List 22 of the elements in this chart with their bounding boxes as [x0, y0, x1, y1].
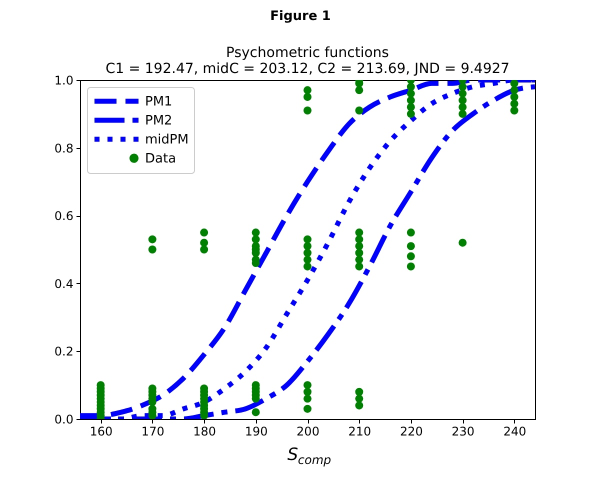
y-tick-label: 0.6 [54, 209, 74, 224]
x-tick-label: 240 [503, 424, 526, 438]
legend-label: PM2 [145, 113, 172, 128]
legend-label: PM1 [145, 94, 172, 110]
y-tick-label: 0.0 [54, 412, 74, 426]
y-tick-label: 0.2 [54, 344, 74, 359]
x-tick-label: 220 [400, 424, 423, 438]
legend-label: Data [145, 151, 176, 166]
y-tick-label: 0.8 [54, 141, 74, 156]
caption: Figure 1 [270, 9, 331, 24]
y-tick-label: 0.4 [54, 276, 74, 291]
x-tick-label: 230 [452, 424, 475, 438]
y-tick-label: 1.0 [54, 74, 74, 88]
chart-subtitle: C1 = 192.47, midC = 203.12, C2 = 213.69, JND = 9.4927 [105, 61, 510, 77]
x-tick-label: 200 [296, 424, 320, 438]
x-tick-label: 210 [348, 424, 372, 438]
x-tick-label: 160 [90, 424, 113, 438]
x-tick-label: 170 [141, 424, 164, 438]
x-tick-label: 190 [244, 424, 268, 438]
x-tick-label: 180 [193, 424, 216, 438]
legend-label: midPM [145, 132, 189, 148]
chart-title: Psychometric functions [226, 45, 389, 61]
